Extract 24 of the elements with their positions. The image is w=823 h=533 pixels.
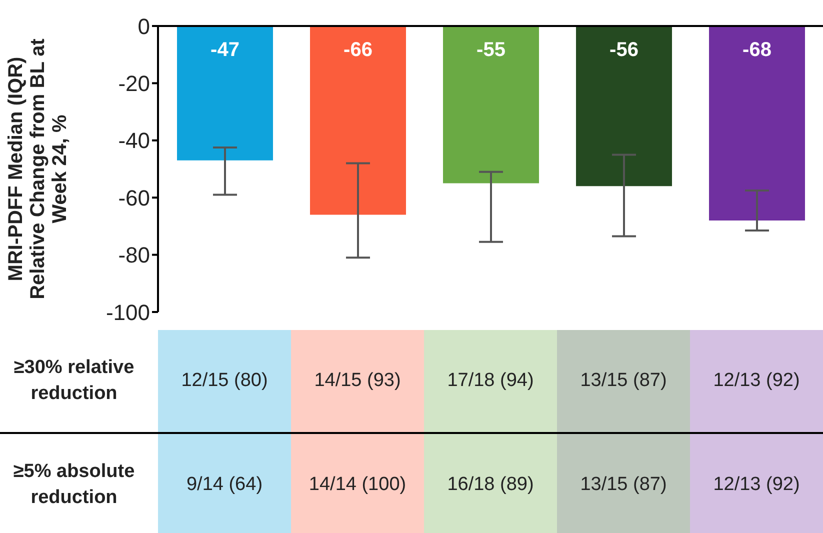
y-tick-label: -20: [118, 71, 150, 96]
text: 17/18 (94): [424, 330, 557, 432]
y-tick-label: -80: [118, 242, 150, 268]
text: ≥5% absolute reduction: [12, 460, 136, 510]
text: 13/15 (87): [557, 330, 690, 432]
text: 16/18 (89): [424, 434, 557, 533]
text: 12/13 (92): [690, 330, 823, 432]
text: 12/15 (80): [158, 330, 291, 432]
text: ≥30% relative reduction: [12, 356, 136, 406]
text: 14/14 (100): [291, 434, 424, 533]
data-label: -68: [742, 39, 772, 61]
y-tick-label: 0: [138, 14, 150, 39]
text: 9/14 (64): [158, 434, 291, 533]
y-tick-label: -40: [118, 128, 150, 154]
text: 12/13 (92): [690, 434, 823, 533]
y-tick-label: -60: [118, 185, 150, 210]
data-label: -66: [344, 39, 372, 61]
text: 14/15 (93): [291, 330, 424, 432]
y-tick-label: -100: [106, 300, 150, 325]
y-axis-title: MRI-PDFF Median (IQR) Relative Change from BL at Week 24, %: [5, 38, 71, 300]
data-label: -47: [210, 39, 240, 61]
data-label: -56: [610, 39, 638, 61]
text: 13/15 (87): [557, 434, 690, 533]
data-label: -55: [476, 39, 506, 61]
